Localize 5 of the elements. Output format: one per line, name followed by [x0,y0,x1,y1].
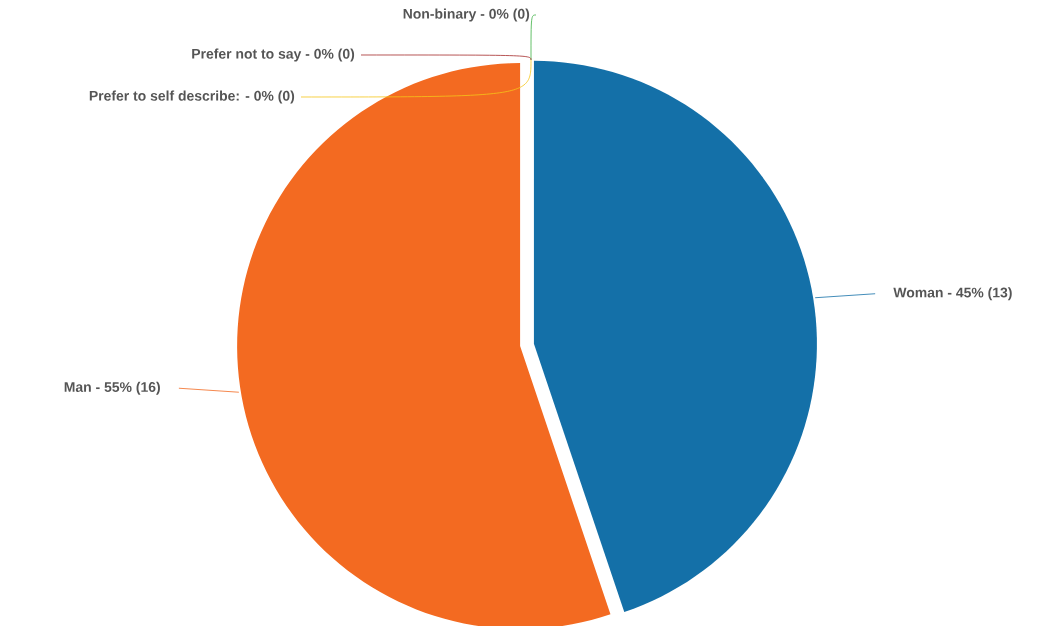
category-label: Non-binary - 0% (0) [403,8,530,22]
slice-label: Man - 55% (16) [64,381,160,395]
legend-label: Woman - 45% (13) [893,287,1012,301]
category-label: Prefer not to say - 0% (0) [192,48,355,62]
category-label: Prefer to self describe: - 0% (0) [89,90,295,104]
